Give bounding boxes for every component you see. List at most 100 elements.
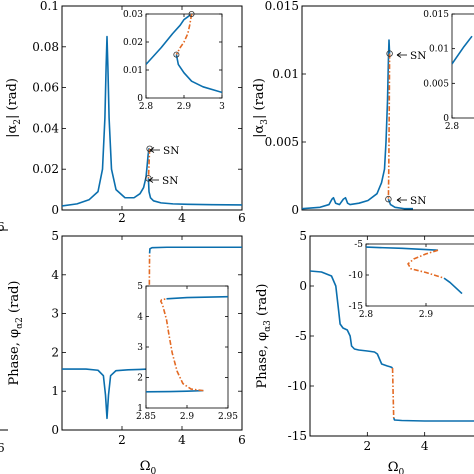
alpha3-phase-inset-stable-branch xyxy=(366,246,439,251)
alpha3-amplitude-inset-xtick-label: 2.8 xyxy=(445,122,460,132)
alpha2-inset-ticks: 0 0.01 0.02 0.03 2.8 2.9 3 xyxy=(123,10,225,112)
alpha3-phase-ytick-label: -15 xyxy=(288,429,307,443)
svg-text:|α2| (rad): |α2| (rad) xyxy=(5,78,23,138)
alpha2-amplitude-xtick-label: 2 xyxy=(118,211,126,225)
sn-label-lower: SN xyxy=(162,175,178,187)
alpha3-phase-inset-series xyxy=(366,246,463,295)
alpha2-amplitude-plot: 00.020.040.060.080.12 4 6 |α2| (rad) SN SN xyxy=(5,0,246,225)
sn-annotation-alpha3-lower: SN xyxy=(396,195,426,207)
svg-text:Phase, φα2 (rad): Phase, φα2 (rad) xyxy=(7,281,25,386)
alpha2-phase-xlabel: Ω0 xyxy=(140,459,157,474)
alpha3-inset-ticks: 0 0.005 0.01 0.015 2.8 xyxy=(423,10,460,132)
alpha3-phase-inset-ytick-label: -10 xyxy=(349,271,364,281)
alpha2-phase-inset-series xyxy=(146,295,228,393)
alpha3-amplitude-ticks: 0 0.005 0.01 0.015 xyxy=(265,0,306,217)
alpha3-phase-inset-ytick-label: -15 xyxy=(349,302,364,312)
alpha2-inset-axes xyxy=(145,13,223,99)
alpha3-amplitude-series-group xyxy=(302,39,413,210)
alpha2-phase-inset-ytick-label: 3 xyxy=(137,343,143,353)
alpha3-phase-ylabel-sub: α3 xyxy=(263,320,273,332)
alpha3-phase-xlabel-sub: 0 xyxy=(399,468,405,474)
alpha3-amplitude-ytick-label: 0 xyxy=(291,203,299,217)
alpha2-amplitude-inset-xtick-label: 2.9 xyxy=(177,102,192,112)
alpha2-phase-inset-stable-branch xyxy=(166,295,228,300)
alpha3-phase-series-group xyxy=(310,270,474,422)
alpha3-phase-inset-ticks: -15 -10 -5 2.8 2.9 xyxy=(349,240,434,320)
alpha2-amplitude-inset-saddle-node-marker xyxy=(173,51,180,58)
alpha3-amplitude-series xyxy=(302,39,413,210)
sn-label-alpha3-lower: SN xyxy=(410,195,426,207)
alpha3-amplitude-unstable-branch xyxy=(387,53,391,200)
alpha2-amplitude-inset-series-group xyxy=(146,14,222,94)
alpha3-phase-ylabel-unit: (rad) xyxy=(255,284,270,321)
edge-tick-6-bottom: 6 xyxy=(0,441,5,455)
alpha2-phase-inset-stable-branch xyxy=(146,389,204,393)
alpha2-amplitude-stable-branch xyxy=(62,35,150,207)
alpha2-amplitude-series-group xyxy=(62,35,242,207)
alpha2-phase-stable-branch xyxy=(148,246,242,254)
alpha3-phase-ytick-label: 0 xyxy=(299,279,307,293)
alpha3-phase-ylabel-main: Phase, φ xyxy=(255,332,270,389)
alpha3-amplitude-stable-branch xyxy=(387,198,413,210)
alpha2-amplitude-ticks: 0 0.02 0.04 0.06 0.08 0.1 2 4 6 xyxy=(32,0,246,225)
alpha2-ylabel: |α2| (rad) xyxy=(5,78,23,138)
alpha3-phase-stable-branch xyxy=(392,417,474,422)
alpha2-amplitude-inset-ytick-label: 0.03 xyxy=(123,10,143,20)
alpha2-ylabel-main: |α xyxy=(5,125,20,138)
alpha2-phase-xlabel-sub: 0 xyxy=(151,467,157,474)
alpha3-ylabel-sub: 3 xyxy=(260,119,270,125)
sn-annotation-upper: SN xyxy=(149,145,179,157)
alpha2-phase-inset-xtick-label: 2.95 xyxy=(218,412,238,422)
alpha3-inset-axes xyxy=(451,13,474,119)
svg-text:Phase, φα3 (rad): Phase, φα3 (rad) xyxy=(255,284,273,389)
alpha3-amplitude-inset-stable-branch xyxy=(452,35,473,65)
alpha2-amplitude-ytick-label: 0.06 xyxy=(32,81,59,95)
alpha2-amplitude-inset-xtick-label: 2.8 xyxy=(139,102,154,112)
alpha2-phase-ytick-label: 4 xyxy=(51,268,59,282)
alpha2-phase-xtick-label: 6 xyxy=(238,433,246,447)
alpha3-phase-inset-unstable-branch xyxy=(407,249,445,279)
alpha3-amplitude-inset-series-group xyxy=(452,35,473,65)
svg-text:|α3| (rad): |α3| (rad) xyxy=(252,78,270,138)
alpha3-amplitude-inset-ytick-label: 0.005 xyxy=(423,79,449,89)
alpha2-phase-inset-xtick-label: 2.85 xyxy=(136,412,156,422)
alpha3-phase-unstable-branch xyxy=(391,367,395,419)
alpha2-phase-xtick-label: 2 xyxy=(118,433,126,447)
alpha2-amplitude-stable-branch xyxy=(147,178,242,206)
sn-label-alpha3-upper: SN xyxy=(410,50,426,62)
alpha2-amplitude-xtick-label: 6 xyxy=(238,211,246,225)
alpha3-amplitude-saddle-node-marker xyxy=(385,195,392,203)
alpha2-phase-xtick-label: 4 xyxy=(178,433,186,447)
alpha3-phase-inset-series-group xyxy=(366,246,463,295)
alpha3-amplitude-ytick-label: 0.005 xyxy=(265,135,299,149)
alpha3-phase-series xyxy=(310,270,474,422)
alpha2-phase-ytick-label: 2 xyxy=(51,345,59,359)
alpha2-phase-inset-ytick-label: 5 xyxy=(137,282,143,292)
alpha2-amplitude-inset: 0 0.01 0.02 0.03 2.8 2.9 3 xyxy=(123,10,225,112)
alpha3-phase-xtick-label: 2 xyxy=(364,439,372,453)
alpha3-amplitude-axes xyxy=(301,5,474,211)
alpha3-phase-xtick-label: 4 xyxy=(421,439,429,453)
alpha2-amplitude-ytick-label: 0.08 xyxy=(32,40,59,54)
alpha2-phase-ytick-label: 3 xyxy=(51,307,59,321)
alpha3-phase-ylabel: Phase, φα3 (rad) xyxy=(255,284,273,389)
alpha2-phase-inset-ytick-label: 1 xyxy=(137,404,143,414)
alpha2-phase-inset-ytick-label: 2 xyxy=(137,374,143,384)
alpha3-amplitude-inset-ytick-label: 0.015 xyxy=(423,10,449,20)
alpha3-phase-inset-ytick-label: -5 xyxy=(354,240,363,250)
alpha2-phase-inset-xtick-label: 2.9 xyxy=(180,412,195,422)
alpha2-phase-xlabel-main: Ω xyxy=(140,459,151,474)
alpha3-amplitude-stable-branch xyxy=(302,39,391,210)
edge-tick-6-top: 6 xyxy=(0,220,5,234)
alpha2-phase-plot: 0 1 2 3 4 5 2 4 6 Phase, φα2 (rad) Ω0 xyxy=(7,229,246,474)
alpha2-amplitude-inset-ytick-label: 0.02 xyxy=(123,38,143,48)
alpha3-phase-xlabel: Ω0 xyxy=(388,460,405,474)
alpha2-amplitude-inset-stable-branch xyxy=(146,14,193,65)
sn-annotation-alpha3-upper: SN xyxy=(396,50,426,62)
alpha2-phase-inset-ticks: 1 2 3 4 5 2.85 2.9 2.95 xyxy=(136,282,238,422)
alpha2-amplitude-ytick-label: 0.04 xyxy=(32,121,59,135)
alpha3-phase-ytick-label: -10 xyxy=(288,379,307,393)
alpha3-amplitude-inset-ytick-label: 0 xyxy=(443,114,449,124)
